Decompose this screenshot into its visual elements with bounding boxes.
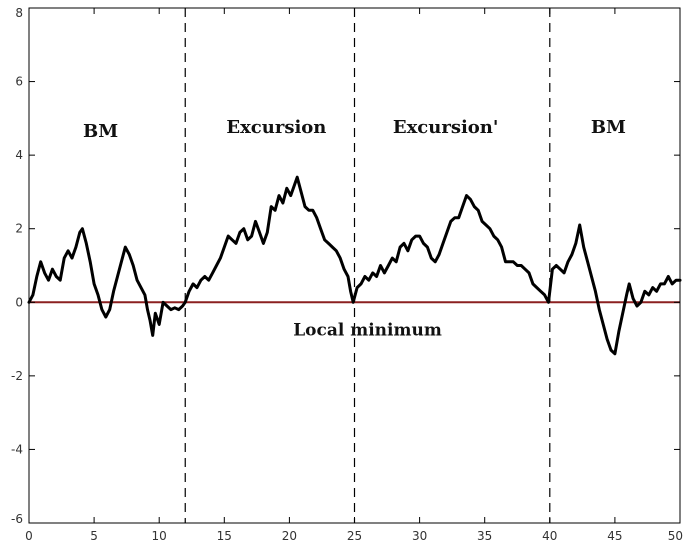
- x-tick-label-0: 0: [25, 529, 33, 543]
- y-tick-label-5: 4: [15, 148, 23, 162]
- x-axis: 0 5 10 15 20 25 30 35 40 45 50: [25, 8, 683, 543]
- x-tick-label-7: 35: [477, 529, 492, 543]
- annotation-label-0: BM: [83, 121, 118, 142]
- y-axis: -6 -4 -2 0 2 4 6 8: [11, 6, 680, 526]
- series-line-0: [27, 175, 682, 356]
- x-tick-label-1: 5: [90, 529, 98, 543]
- y-tick-label-1: -4: [11, 442, 23, 456]
- x-tick-label-4: 20: [282, 529, 297, 543]
- y-tick-label-6: 6: [15, 75, 23, 89]
- x-tick-label-6: 30: [412, 529, 427, 543]
- annotation-label-1: Excursion: [226, 117, 326, 138]
- x-tick-label-3: 15: [217, 529, 232, 543]
- x-tick-label-10: 50: [668, 529, 683, 543]
- y-tick-label-7: 8: [15, 6, 23, 20]
- x-tick-label-8: 40: [542, 529, 557, 543]
- y-tick-label-3: 0: [15, 295, 23, 309]
- series-layer: [27, 175, 682, 356]
- annotation-label-3: BM: [591, 117, 626, 138]
- y-tick-label-2: -2: [11, 369, 23, 383]
- annotation-layer: BM Excursion Excursion' BM Local minimum: [83, 117, 626, 340]
- x-tick-label-5: 25: [347, 529, 362, 543]
- x-tick-label-2: 10: [152, 529, 167, 543]
- x-tick-label-9: 45: [607, 529, 622, 543]
- annotation-label-4: Local minimum: [293, 320, 442, 340]
- annotation-label-2: Excursion': [393, 117, 499, 138]
- y-tick-label-0: -6: [11, 512, 23, 526]
- y-tick-label-4: 2: [15, 222, 23, 236]
